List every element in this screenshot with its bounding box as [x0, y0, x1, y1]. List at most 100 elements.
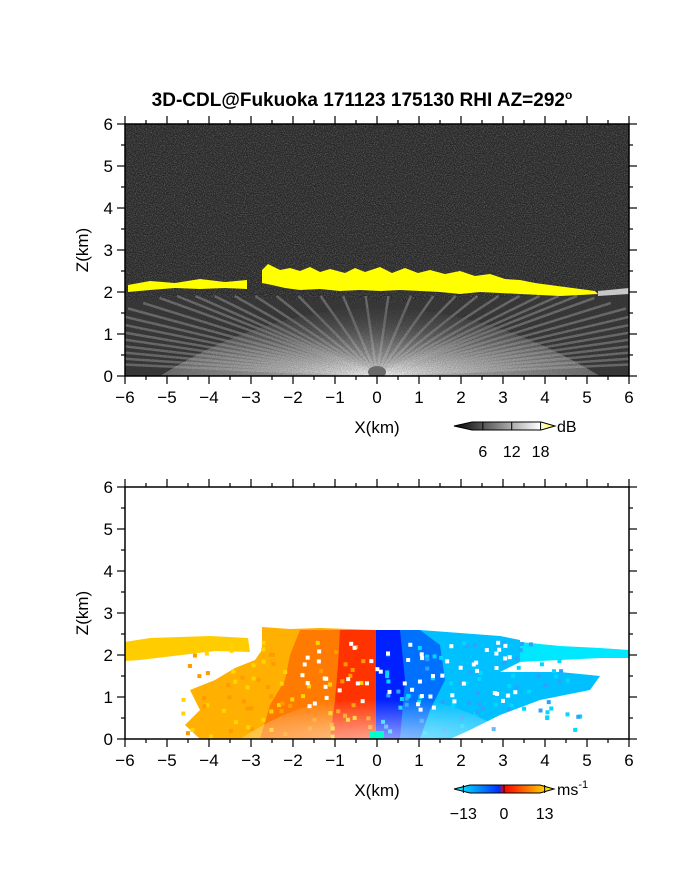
intensity-colorbar-tick-label: 12 [503, 444, 521, 461]
velocity-gap-pixel [494, 666, 499, 671]
intensity-colorbar-tick-label: 18 [532, 444, 550, 461]
velocity-gap-pixel [420, 656, 425, 661]
velocity-speckle-pixel [340, 679, 345, 684]
velocity-speckle-pixel [205, 671, 210, 676]
velocity-speckle-pixel [361, 659, 366, 664]
intensity-x-axis-label: X(km) [354, 418, 399, 437]
intensity-x-tick-label: 3 [498, 388, 507, 407]
velocity-speckle-pixel [449, 681, 454, 686]
velocity-speckle-pixel [396, 689, 401, 694]
velocity-speckle-pixel [228, 728, 233, 733]
velocity-colorbar-unit: ms-1 [557, 779, 588, 799]
velocity-speckle-pixel [290, 697, 295, 702]
velocity-x-tick-label: −3 [241, 751, 260, 770]
intensity-cloud-base-right [262, 264, 598, 296]
velocity-speckle-pixel [557, 679, 562, 684]
velocity-gap-pixel [507, 655, 512, 660]
velocity-speckle-pixel [315, 640, 320, 645]
velocity-speckle-pixel [270, 652, 275, 657]
velocity-speckle-pixel [231, 669, 236, 674]
velocity-gap-pixel [317, 649, 322, 654]
intensity-axis-ticks [117, 116, 637, 384]
velocity-x-tick-label: 0 [372, 751, 381, 770]
intensity-colorbar-bar [453, 421, 557, 431]
velocity-layer-right-far [520, 642, 629, 662]
velocity-speckle-pixel [425, 657, 430, 662]
velocity-speckle-pixel [221, 708, 226, 713]
velocity-speckle-pixel [181, 711, 186, 716]
velocity-gap-pixel [375, 667, 380, 672]
velocity-speckle-pixel [209, 734, 214, 739]
intensity-cloud-base-edge [598, 288, 629, 296]
velocity-speckle-pixel [573, 727, 578, 732]
velocity-speckle-pixel [204, 651, 209, 656]
velocity-speckle-pixel [245, 685, 250, 690]
velocity-speckle-pixel [386, 679, 391, 684]
velocity-speckle-pixel [545, 716, 550, 721]
chart-title: 3D-CDL@Fukuoka 171123 175130 RHI AZ=292o [152, 88, 573, 111]
velocity-gap-pixel [355, 681, 360, 686]
velocity-speckle-pixel [507, 707, 512, 712]
intensity-y-tick-label: 0 [104, 367, 113, 386]
velocity-speckle-pixel [328, 682, 333, 687]
velocity-x-tick-label: −1 [325, 751, 344, 770]
velocity-colorbar-tick-label: 13 [536, 806, 554, 823]
velocity-gap-pixel [495, 691, 500, 696]
velocity-speckle-pixel [425, 654, 430, 659]
velocity-speckle-pixel [268, 652, 273, 657]
velocity-gap-pixel [417, 679, 422, 684]
intensity-colorbar-unit: dB [557, 419, 577, 436]
velocity-speckle-pixel [536, 673, 541, 678]
velocity-speckle-pixel [277, 703, 282, 708]
velocity-speckle-pixel [514, 685, 519, 690]
velocity-speckle-pixel [240, 675, 245, 680]
velocity-speckle-pixel [557, 659, 562, 664]
velocity-gap-pixel [300, 673, 305, 678]
velocity-speckle-pixel [462, 641, 467, 646]
velocity-colorbar: −13 0 13 ms-1 [450, 779, 588, 823]
velocity-y-tick-labels: 0 1 2 3 4 5 6 [104, 478, 113, 749]
velocity-speckle-pixel [425, 666, 430, 671]
velocity-speckle-pixel [432, 654, 437, 659]
velocity-speckle-pixel [451, 703, 456, 708]
velocity-gap-pixel [513, 690, 518, 695]
velocity-gap-pixel [428, 694, 433, 699]
velocity-speckle-pixel [546, 700, 551, 705]
velocity-speckle-pixel [233, 720, 238, 725]
velocity-gap-pixel [445, 659, 450, 664]
velocity-speckle-pixel [300, 694, 305, 699]
intensity-colorbar-tick-label: 6 [478, 444, 487, 461]
velocity-gap-pixel [410, 687, 415, 692]
velocity-x-tick-label: 2 [456, 751, 465, 770]
velocity-speckle-pixel [245, 706, 250, 711]
intensity-x-tick-label: −5 [157, 388, 176, 407]
velocity-gap-pixel [461, 681, 466, 686]
velocity-speckle-pixel [350, 668, 355, 673]
velocity-gap-pixel [324, 695, 329, 700]
intensity-colorbar: 6 12 18 dB [453, 419, 577, 461]
velocity-speckle-pixel [518, 648, 523, 653]
velocity-gap-pixel [305, 655, 310, 660]
velocity-speckle-pixel [554, 674, 559, 679]
velocity-gap-pixel [494, 651, 499, 656]
velocity-gap-pixel [322, 676, 327, 681]
velocity-gap-pixel [449, 644, 454, 649]
velocity-x-tick-label: 4 [540, 751, 549, 770]
velocity-speckle-pixel [478, 670, 483, 675]
velocity-gap-pixel [337, 688, 342, 693]
velocity-speckle-pixel [514, 656, 519, 661]
velocity-gap-pixel [450, 693, 455, 698]
velocity-speckle-pixel [519, 641, 524, 646]
velocity-speckle-pixel [202, 695, 207, 700]
velocity-speckle-pixel [261, 640, 266, 645]
intensity-y-tick-label: 6 [104, 115, 113, 134]
velocity-gap-pixel [452, 699, 457, 704]
velocity-speckle-pixel [502, 660, 507, 665]
velocity-y-axis-label: Z(km) [73, 591, 92, 635]
velocity-speckle-pixel [440, 700, 445, 705]
velocity-speckle-pixel [279, 709, 284, 714]
velocity-speckle-pixel [283, 670, 288, 675]
velocity-speckle-pixel [565, 678, 570, 683]
velocity-y-tick-label: 0 [104, 730, 113, 749]
